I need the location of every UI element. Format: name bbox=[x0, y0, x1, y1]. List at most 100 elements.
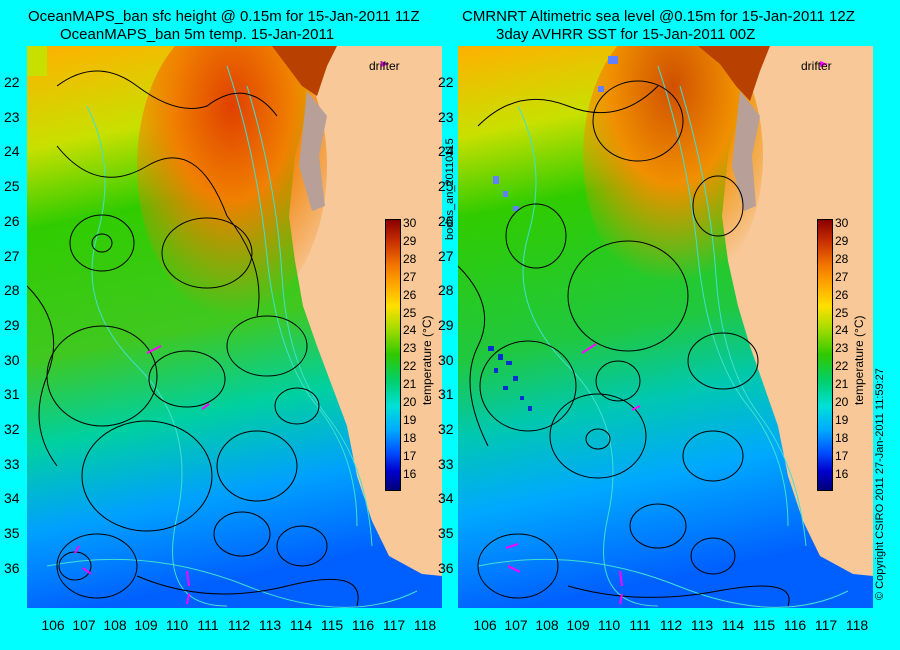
right-map-panel bbox=[458, 46, 873, 608]
colorbar-tick: 27 bbox=[835, 269, 849, 284]
latitude-tick: 26 bbox=[4, 212, 20, 229]
longitude-tick: 109 bbox=[566, 617, 590, 633]
right-map-graphic bbox=[458, 46, 873, 608]
latitude-tick: 31 bbox=[4, 386, 20, 403]
latitude-tick: 33 bbox=[4, 455, 20, 472]
longitude-tick: 106 bbox=[473, 617, 497, 633]
longitude-tick: 112 bbox=[659, 617, 683, 633]
latitude-tick: 30 bbox=[4, 351, 20, 368]
left-drifter-label: drifter bbox=[369, 59, 400, 73]
colorbar-tick: 23 bbox=[835, 341, 849, 356]
colorbar-tick: 26 bbox=[403, 287, 417, 302]
colorbar-tick: 18 bbox=[403, 430, 417, 445]
colorbar-tick: 19 bbox=[835, 412, 849, 427]
colorbar-tick: 20 bbox=[835, 395, 849, 409]
colorbar-tick: 24 bbox=[835, 323, 849, 338]
longitude-tick: 116 bbox=[351, 617, 375, 633]
colorbar-tick: 26 bbox=[835, 287, 849, 302]
colorbar-tick: 25 bbox=[835, 305, 849, 320]
longitude-tick: 116 bbox=[783, 617, 807, 633]
colorbar-tick: 16 bbox=[403, 466, 417, 481]
colorbar-tick: 28 bbox=[835, 251, 849, 266]
latitude-tick: 28 bbox=[438, 282, 454, 299]
longitude-tick: 114 bbox=[721, 617, 745, 633]
longitude-tick: 109 bbox=[134, 617, 158, 633]
latitude-tick: 35 bbox=[438, 525, 454, 542]
colorbar-tick: 17 bbox=[403, 448, 417, 463]
colorbar-tick: 29 bbox=[835, 233, 849, 248]
colorbar-tick: 23 bbox=[403, 341, 417, 356]
colorbar-tick: 27 bbox=[403, 269, 417, 284]
longitude-tick: 113 bbox=[258, 617, 282, 633]
colorbar-tick: 18 bbox=[835, 430, 849, 445]
right-title-line1: CMRNRT Altimetric sea level @0.15m for 1… bbox=[462, 8, 855, 25]
latitude-tick: 30 bbox=[438, 351, 454, 368]
left-map-panel bbox=[27, 46, 442, 608]
longitude-tick: 107 bbox=[72, 617, 96, 633]
longitude-tick: 111 bbox=[197, 617, 219, 633]
longitude-tick: 111 bbox=[629, 617, 651, 633]
longitude-tick: 118 bbox=[413, 617, 437, 633]
colorbar-tick: 30 bbox=[835, 216, 849, 230]
latitude-tick: 25 bbox=[4, 178, 20, 195]
latitude-tick: 26 bbox=[438, 212, 454, 229]
latitude-tick: 32 bbox=[4, 421, 20, 437]
latitude-tick: 29 bbox=[4, 316, 20, 333]
colorbar-tick: 24 bbox=[403, 323, 417, 338]
longitude-tick: 108 bbox=[535, 617, 559, 633]
right-colorbar-label: temperature (°C) bbox=[852, 315, 866, 406]
latitude-tick: 29 bbox=[438, 316, 454, 333]
left-colorbar-label: temperature (°C) bbox=[420, 315, 434, 406]
colorbar-tick: 21 bbox=[403, 377, 417, 392]
latitude-tick: 34 bbox=[438, 490, 454, 507]
colorbar-tick: 19 bbox=[403, 412, 417, 427]
latitude-tick: 28 bbox=[4, 282, 20, 299]
colorbar-tick: 16 bbox=[835, 466, 849, 481]
colorbar-tick: 22 bbox=[835, 359, 849, 374]
colorbar-tick: 20 bbox=[403, 395, 417, 409]
left-colorbar bbox=[385, 219, 401, 491]
longitude-tick: 113 bbox=[690, 617, 714, 633]
right-drifter-label: drifter bbox=[801, 59, 832, 73]
colorbar-tick: 30 bbox=[403, 216, 417, 230]
colorbar-tick: 17 bbox=[835, 448, 849, 463]
longitude-tick: 110 bbox=[597, 617, 621, 633]
latitude-tick: 27 bbox=[4, 247, 20, 264]
latitude-tick: 23 bbox=[4, 108, 20, 125]
colorbar-tick: 28 bbox=[403, 251, 417, 266]
latitude-tick: 24 bbox=[438, 143, 454, 160]
latitude-tick: 33 bbox=[438, 455, 454, 472]
latitude-tick: 35 bbox=[4, 525, 20, 542]
longitude-tick: 107 bbox=[504, 617, 528, 633]
latitude-tick: 27 bbox=[438, 247, 454, 264]
longitude-tick: 108 bbox=[103, 617, 127, 633]
longitude-tick: 106 bbox=[41, 617, 65, 633]
right-colorbar bbox=[817, 219, 833, 491]
dataset-id-label: bodas_an_20110115 bbox=[444, 138, 456, 240]
latitude-tick: 34 bbox=[4, 490, 20, 507]
longitude-tick: 110 bbox=[165, 617, 189, 633]
copyright-label: © Copyright CSIRO 2011 27-Jan-2011 11:59… bbox=[874, 368, 886, 600]
colorbar-tick: 25 bbox=[403, 305, 417, 320]
latitude-tick: 23 bbox=[438, 108, 454, 125]
right-title-line2: 3day AVHRR SST for 15-Jan-2011 00Z bbox=[496, 26, 756, 43]
latitude-tick: 25 bbox=[438, 178, 454, 195]
longitude-tick: 118 bbox=[845, 617, 869, 633]
longitude-tick: 115 bbox=[752, 617, 776, 633]
latitude-tick: 32 bbox=[438, 421, 454, 437]
longitude-tick: 114 bbox=[289, 617, 313, 633]
colorbar-tick: 22 bbox=[403, 359, 417, 374]
left-map-graphic bbox=[27, 46, 442, 608]
latitude-tick: 36 bbox=[4, 559, 20, 576]
longitude-tick: 115 bbox=[320, 617, 344, 633]
latitude-tick: 31 bbox=[438, 386, 454, 403]
latitude-tick: 22 bbox=[438, 74, 454, 90]
latitude-tick: 36 bbox=[438, 559, 454, 576]
left-title-line1: OceanMAPS_ban sfc height @ 0.15m for 15-… bbox=[28, 8, 420, 25]
longitude-tick: 112 bbox=[227, 617, 251, 633]
longitude-tick: 117 bbox=[382, 617, 406, 633]
latitude-tick: 24 bbox=[4, 143, 20, 160]
latitude-tick: 22 bbox=[4, 74, 20, 90]
left-title-line2: OceanMAPS_ban 5m temp. 15-Jan-2011 bbox=[60, 26, 335, 43]
colorbar-tick: 21 bbox=[835, 377, 849, 392]
